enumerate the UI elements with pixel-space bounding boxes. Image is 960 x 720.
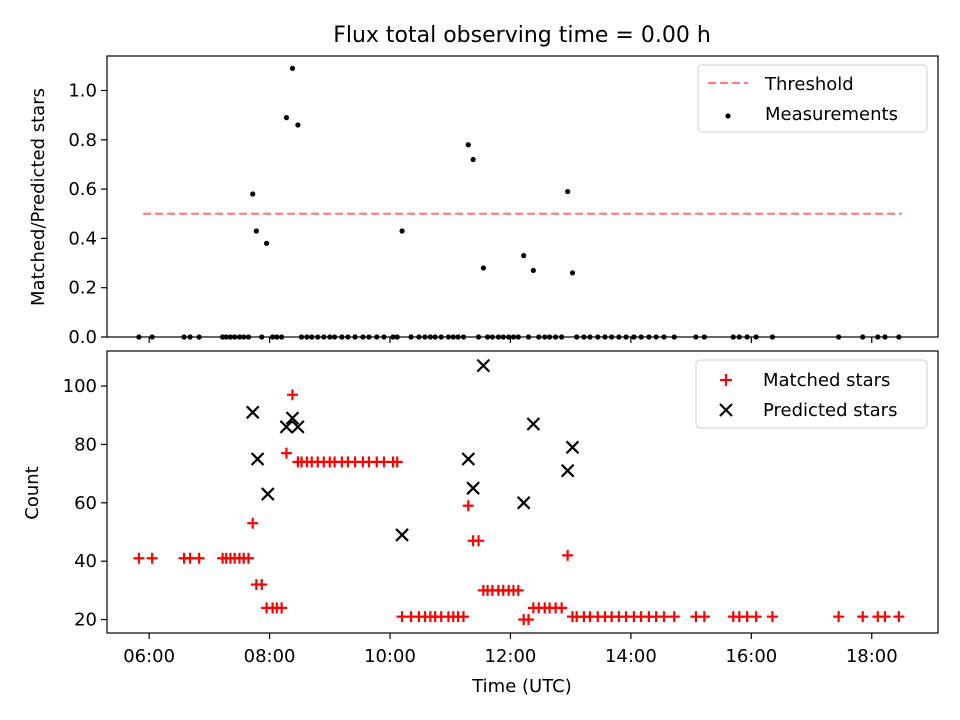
bottom-x-tick-label: 10:00	[364, 646, 416, 667]
matched-star-point	[243, 552, 255, 564]
measurement-point	[565, 188, 571, 195]
matched-star-point	[893, 611, 905, 623]
measurement-point	[289, 65, 296, 71]
top-plot-frame	[106, 55, 939, 338]
bottom-y-tick-label: 80	[74, 434, 97, 455]
bottom-x-tick-label: 16:00	[725, 646, 777, 667]
top-y-tick-label: 0.8	[68, 130, 97, 151]
bottom-legend: Matched stars Predicted stars	[695, 359, 928, 429]
measurement-point	[253, 228, 259, 234]
top-y-ticks: 0.0 0.2 0.4 0.6 0.8 1.0	[68, 81, 107, 348]
measurement-point	[569, 270, 576, 276]
chart-title: Flux total observing time = 0.00 h	[333, 23, 711, 48]
measurements-legend-swatch	[725, 113, 731, 119]
bottom-y-tick-label: 20	[74, 610, 97, 631]
predicted-star-point	[526, 417, 541, 431]
count-panel: Time (UTC) Count 20 40 60 80 100 06:00 08:00 1…	[22, 350, 939, 697]
top-legend: Threshold Measurements	[697, 64, 928, 133]
matched-star-point	[668, 611, 680, 623]
matched-star-point	[512, 584, 524, 596]
bottom-y-tick-label: 60	[74, 493, 97, 514]
top-y-tick-label: 0.2	[68, 278, 97, 299]
predicted-star-point	[461, 452, 476, 466]
matched-stars-series	[133, 389, 905, 626]
threshold-legend-label: Threshold	[764, 74, 854, 95]
bottom-x-tick-label: 08:00	[244, 646, 296, 667]
measurement-point	[399, 228, 405, 234]
matched-star-point	[276, 602, 288, 614]
matched-star-point	[193, 552, 205, 564]
matched-star-point	[766, 611, 778, 623]
matched-star-point	[658, 611, 670, 623]
predicted-star-point	[245, 405, 260, 420]
measurement-point	[521, 253, 527, 259]
top-y-tick-label: 0.6	[68, 179, 97, 200]
measurement-point	[250, 191, 256, 197]
top-y-tick-label: 1.0	[68, 81, 97, 102]
x-axis-label: Time (UTC)	[471, 676, 572, 697]
matched-star-point	[473, 535, 485, 547]
top-legend-box	[697, 64, 928, 133]
top-y-tick-label: 0.0	[68, 327, 97, 348]
matched-star-point	[523, 614, 535, 626]
matched-star-point	[280, 447, 292, 459]
bottom-x-tick-label: 18:00	[846, 646, 898, 667]
predicted-legend-swatch	[719, 403, 733, 417]
measurement-point	[283, 115, 290, 121]
matched-star-point	[256, 579, 268, 591]
predicted-star-point	[516, 496, 531, 510]
measurements-legend-label: Measurements	[765, 104, 898, 125]
matched-star-point	[247, 517, 259, 529]
bottom-y-tick-label: 40	[74, 551, 97, 572]
bottom-x-tick-label: 14:00	[605, 646, 657, 667]
bottom-plot-frame	[106, 350, 939, 634]
bottom-y-tick-label: 100	[63, 376, 97, 397]
bottom-legend-box	[695, 359, 928, 429]
measurement-point	[295, 122, 301, 128]
top-y-tick-label: 0.4	[68, 228, 97, 249]
matched-star-point	[698, 611, 710, 623]
matched-star-point	[750, 611, 762, 623]
bottom-x-ticks: 06:00 08:00 10:00 12:00 14:00 16:00 18:00	[123, 633, 898, 667]
measurement-point	[470, 156, 476, 163]
bottom-x-tick-label: 12:00	[485, 646, 537, 667]
predicted-star-point	[565, 440, 580, 455]
matched-star-point	[457, 611, 469, 623]
predicted-star-point	[560, 463, 575, 478]
predicted-stars-series	[245, 358, 580, 542]
measurement-point	[263, 240, 270, 246]
top-x-ticks	[148, 337, 873, 343]
matched-star-point	[146, 552, 158, 564]
predicted-star-point	[279, 420, 294, 434]
predicted-star-point	[476, 358, 491, 373]
matched-star-point	[857, 611, 869, 623]
predicted-star-point	[291, 420, 305, 434]
matched-star-point	[833, 611, 845, 623]
measurement-point	[465, 142, 471, 148]
predicted-legend-label: Predicted stars	[763, 400, 897, 421]
matched-star-point	[562, 549, 574, 561]
predicted-star-point	[285, 411, 300, 425]
predicted-star-point	[261, 487, 275, 501]
matched-star-point	[462, 500, 474, 512]
ratio-panel: Flux total observing time = 0.00 h Match…	[28, 23, 939, 348]
measurement-point	[480, 265, 486, 271]
bottom-y-axis-label: Count	[22, 466, 43, 519]
bottom-y-ticks: 20 40 60 80 100	[63, 376, 107, 631]
matched-star-point	[133, 552, 145, 564]
matched-star-point	[286, 389, 298, 401]
predicted-star-point	[250, 452, 265, 466]
bottom-x-tick-label: 06:00	[123, 646, 175, 667]
measurement-point	[530, 267, 536, 274]
top-y-axis-label: Matched/Predicted stars	[28, 88, 49, 306]
matched-star-point	[879, 611, 891, 623]
matched-star-point	[391, 456, 403, 468]
predicted-star-point	[395, 528, 409, 542]
matched-legend-label: Matched stars	[763, 370, 890, 391]
matched-legend-swatch	[720, 374, 732, 386]
predicted-star-point	[466, 481, 480, 495]
matched-star-point	[556, 602, 568, 614]
